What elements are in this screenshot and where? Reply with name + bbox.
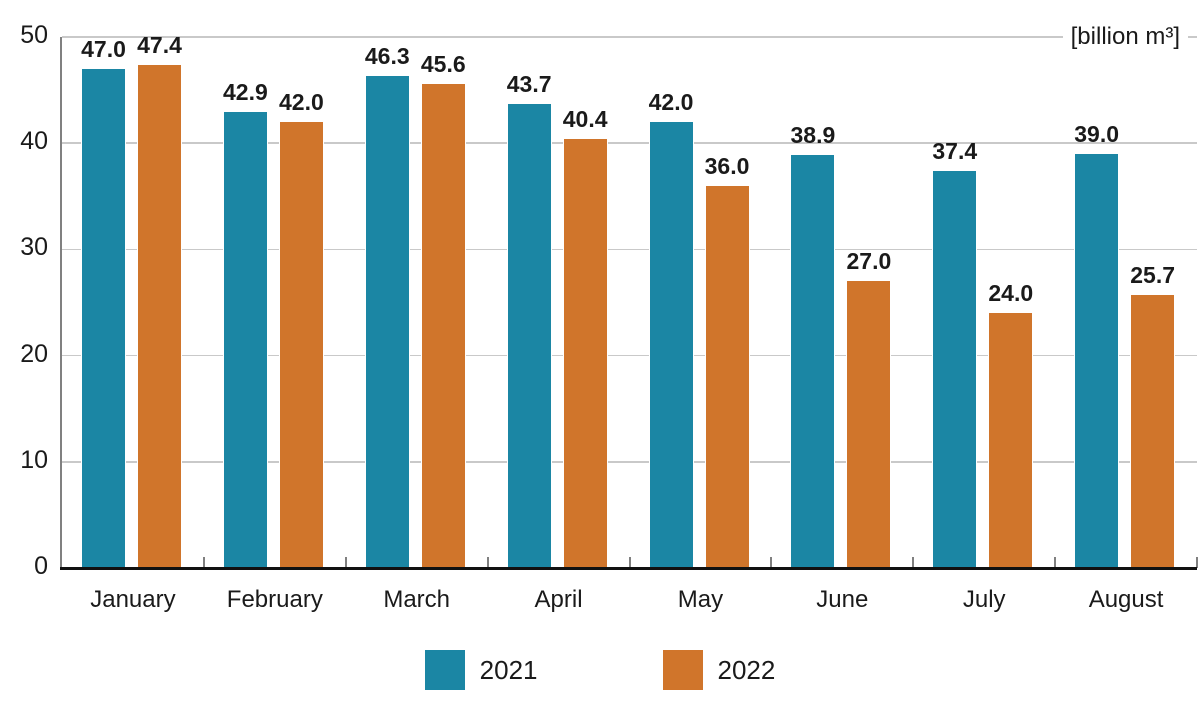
y-tick-label-50: 50: [20, 21, 48, 49]
value-label-2022-june: 27.0: [846, 248, 892, 275]
bar-2021-january: [81, 68, 126, 568]
x-axis-tick-6: [912, 557, 915, 568]
y-tick-label-30: 30: [20, 233, 48, 262]
value-label-2021-august: 39.0: [1074, 120, 1120, 147]
value-label-2021-january: 47.0: [81, 35, 126, 62]
value-label-2022-july: 24.0: [988, 280, 1034, 307]
x-axis-tick-4: [628, 557, 631, 568]
value-label-2021-april: 43.7: [506, 70, 552, 97]
unit-label: [billion m³]: [1062, 23, 1188, 51]
value-label-2021-february: 42.9: [222, 79, 268, 106]
y-tick-label-40: 40: [20, 127, 48, 156]
bar-2021-august: [1074, 153, 1120, 568]
legend-label-2021: 2021: [479, 655, 538, 685]
value-label-2021-july: 37.4: [932, 137, 978, 164]
x-axis-tick-2: [344, 557, 347, 568]
y-tick-label-20: 20: [20, 339, 48, 368]
value-label-2022-january: 47.4: [137, 31, 182, 58]
legend-swatch-2021: [424, 650, 465, 690]
bar-2022-january: [137, 64, 182, 568]
x-axis-tick-5: [770, 557, 773, 568]
bar-2021-june: [790, 154, 836, 568]
x-category-label-may: May: [677, 586, 724, 613]
legend-label-2022: 2022: [717, 655, 776, 685]
x-category-label-august: August: [1088, 586, 1164, 613]
value-label-2021-march: 46.3: [364, 43, 410, 70]
value-label-2022-april: 40.4: [562, 105, 608, 132]
bar-2021-may: [648, 121, 694, 568]
gridline-40: [62, 142, 1197, 144]
value-label-2021-may: 42.0: [648, 88, 694, 115]
bar-2021-february: [222, 112, 268, 568]
x-axis-line: [60, 566, 1197, 570]
bar-2021-march: [364, 76, 410, 568]
legend: 2021 2022: [0, 650, 1200, 690]
bar-2022-july: [988, 313, 1034, 568]
gridline-10: [62, 461, 1197, 463]
gridline-50: [62, 36, 1197, 38]
legend-item-2021: 2021: [424, 650, 538, 690]
x-category-label-june: June: [816, 586, 869, 613]
value-label-2022-february: 42.0: [278, 88, 324, 115]
bar-2022-august: [1130, 295, 1176, 568]
bar-2021-july: [932, 170, 978, 568]
bar-2022-may: [704, 185, 750, 568]
y-axis-line: [60, 37, 62, 568]
legend-swatch-2022: [662, 650, 703, 690]
bar-2022-february: [278, 121, 324, 568]
y-tick-label-10: 10: [20, 445, 48, 474]
bar-2022-march: [420, 83, 466, 568]
value-label-2022-march: 45.6: [420, 50, 466, 77]
y-tick-label-0: 0: [34, 552, 48, 580]
value-label-2022-august: 25.7: [1130, 262, 1176, 289]
legend-item-2022: 2022: [662, 650, 776, 690]
x-axis-tick-7: [1054, 557, 1057, 568]
x-axis-tick-8: [1196, 557, 1198, 568]
x-axis-tick-3: [486, 557, 489, 568]
x-category-label-july: July: [962, 586, 1006, 613]
x-category-label-april: April: [534, 586, 583, 613]
bar-2021-april: [506, 103, 552, 568]
bar-2022-april: [562, 138, 608, 568]
x-category-label-february: February: [226, 586, 323, 613]
gridline-30: [62, 248, 1197, 251]
gridline-20: [62, 354, 1197, 357]
x-axis-tick-1: [202, 557, 205, 568]
x-category-label-january: January: [90, 586, 176, 613]
value-label-2022-may: 36.0: [704, 152, 750, 179]
x-category-label-march: March: [383, 586, 451, 613]
bar-2022-june: [846, 281, 892, 568]
value-label-2021-june: 38.9: [790, 121, 836, 148]
